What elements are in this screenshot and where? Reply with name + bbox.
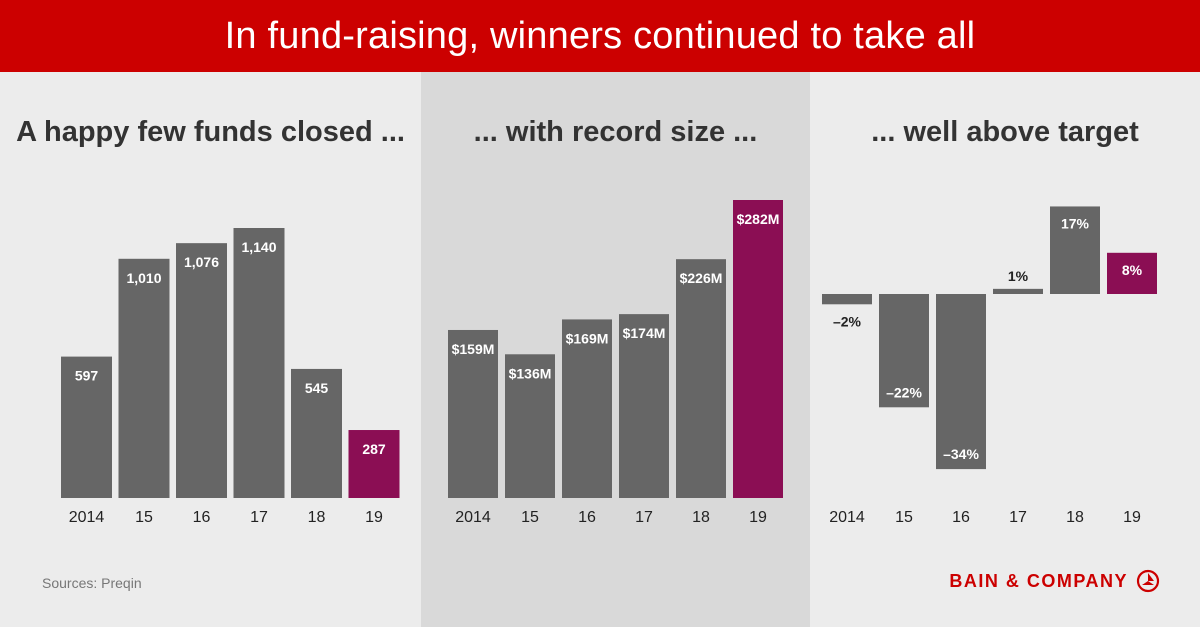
- x-tick-label: 2014: [829, 509, 865, 526]
- data-label: $136M: [509, 365, 552, 381]
- bar-18: [1050, 206, 1100, 294]
- data-label: $282M: [737, 211, 780, 227]
- data-label: –22%: [886, 384, 922, 400]
- x-tick-label: 2014: [455, 509, 491, 526]
- data-label: 287: [362, 441, 386, 457]
- bar-15: [879, 294, 929, 408]
- chart-record-size: $159M 2014 $136M 15 $169M 16 $174M 17 $226M 18 $28…: [448, 200, 783, 526]
- panel-funds-closed: A happy few funds closed ... 597 2014 1,01…: [0, 72, 421, 627]
- bar-19: [733, 200, 783, 498]
- data-label: 597: [75, 368, 99, 384]
- data-label: 8%: [1122, 262, 1143, 278]
- bar-18: [676, 259, 726, 498]
- chart-title-record-size: ... with record size ...: [473, 116, 758, 148]
- data-label: $159M: [452, 341, 495, 357]
- bar-15: [118, 258, 170, 498]
- x-tick-label: 17: [1009, 509, 1027, 526]
- bar-18: [291, 368, 342, 498]
- bar-17: [619, 314, 669, 498]
- chart-title-funds-closed: A happy few funds closed ...: [16, 116, 405, 148]
- banner-title: In fund-raising, winners continued to ta…: [0, 0, 1200, 72]
- x-tick-label: 15: [135, 509, 153, 526]
- bain-logo: BAIN & COMPANY: [949, 568, 1160, 594]
- x-tick-label: 19: [365, 509, 383, 526]
- x-tick-label: 16: [193, 509, 211, 526]
- bar-16: [176, 243, 227, 498]
- data-label: 1,076: [184, 254, 219, 270]
- x-tick-label: 19: [1123, 509, 1141, 526]
- data-label: $174M: [623, 325, 666, 341]
- x-tick-label: 2014: [69, 509, 105, 526]
- bar-19: [348, 430, 400, 498]
- data-label: 1,140: [241, 239, 276, 255]
- x-tick-label: 18: [1066, 509, 1084, 526]
- bar-16: [936, 294, 986, 470]
- bar-2014: [448, 329, 498, 498]
- chart-above-target: –2% 2014 –22% 15 –34% 16 1% 17 17% 18 8% 19: [822, 206, 1157, 526]
- panel-record-size: ... with record size ... $159M 2014 $136M 1…: [421, 72, 810, 627]
- x-tick-label: 18: [308, 509, 326, 526]
- data-label: –2%: [833, 313, 862, 329]
- x-tick-label: 17: [250, 509, 268, 526]
- data-label: –34%: [943, 446, 979, 462]
- logo-text: BAIN & COMPANY: [949, 570, 1128, 591]
- data-label: $169M: [566, 330, 609, 346]
- bar-2014: [61, 356, 112, 498]
- source-note: Sources: Preqin: [42, 575, 142, 591]
- data-label: 17%: [1061, 215, 1090, 231]
- x-tick-label: 15: [521, 509, 539, 526]
- x-tick-label: 19: [749, 509, 767, 526]
- bar-15: [505, 354, 555, 498]
- bar-17: [233, 228, 285, 498]
- bar-17: [993, 288, 1043, 294]
- chart-funds-closed: 597 2014 1,010 15 1,076 16 1,140 17 545 18 287 19: [61, 228, 400, 526]
- x-tick-label: 15: [895, 509, 913, 526]
- x-tick-label: 17: [635, 509, 653, 526]
- data-label: 545: [305, 380, 329, 396]
- chart-title-above-target: ... well above target: [871, 116, 1139, 148]
- data-label: $226M: [680, 270, 723, 286]
- x-tick-label: 18: [692, 509, 710, 526]
- x-tick-label: 16: [952, 509, 970, 526]
- bar-16: [562, 319, 612, 498]
- bar-19: [1107, 252, 1157, 294]
- data-label: 1%: [1008, 268, 1029, 284]
- bain-logo-icon: [1136, 569, 1160, 593]
- bar-2014: [822, 294, 872, 305]
- panel-above-target: ... well above target –2% 2014 –22% 15 –34% 1…: [810, 72, 1200, 627]
- x-tick-label: 16: [578, 509, 596, 526]
- data-label: 1,010: [126, 270, 161, 286]
